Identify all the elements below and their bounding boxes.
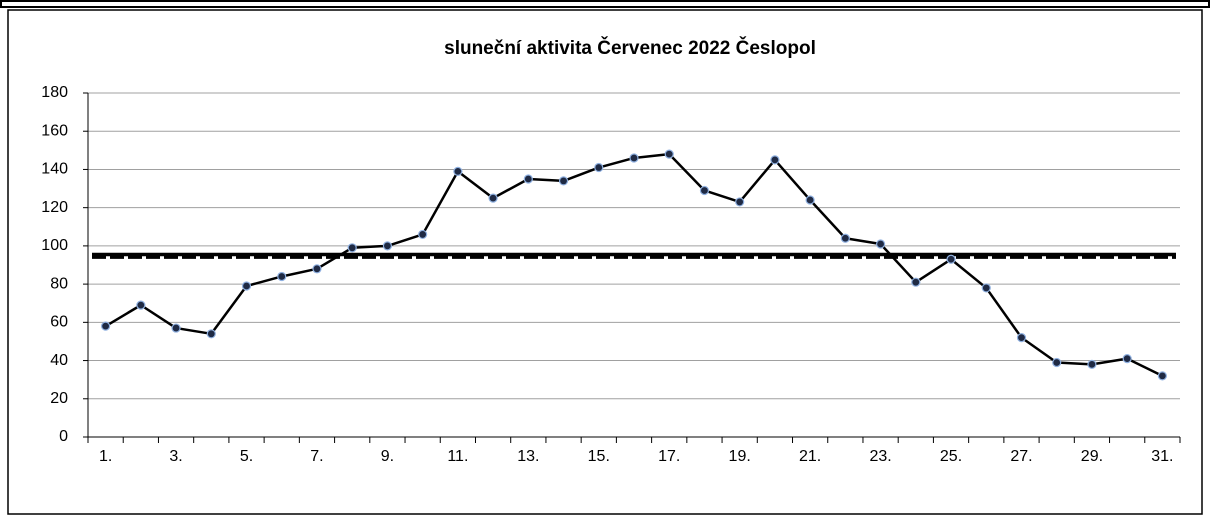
x-tick-label: 17.: [658, 448, 680, 465]
y-tick-label: 40: [50, 352, 68, 369]
chart-title: sluneční aktivita Červenec 2022 Česlopol: [444, 37, 816, 59]
data-point: [101, 321, 111, 331]
data-point: [911, 277, 921, 287]
y-tick-label: 160: [41, 122, 68, 139]
data-point: [136, 300, 146, 310]
data-point: [488, 193, 498, 203]
x-tick-label: 27.: [1010, 448, 1032, 465]
data-point: [1016, 333, 1027, 343]
x-tick-label: 11.: [447, 448, 468, 465]
y-tick-label: 100: [41, 237, 68, 254]
data-point: [946, 254, 956, 264]
y-tick-label: 60: [50, 314, 68, 331]
y-tick-label: 120: [41, 199, 68, 216]
top-frame: [0, 0, 1210, 8]
x-tick-label: 23.: [869, 448, 891, 465]
data-point: [805, 195, 815, 205]
chart-frame: [7, 9, 1203, 515]
data-point: [206, 329, 216, 339]
data-point: [558, 176, 569, 186]
x-tick-label: 15.: [588, 448, 610, 465]
data-point: [840, 233, 850, 243]
x-tick-label: 9.: [381, 448, 394, 465]
data-point: [594, 162, 604, 173]
data-point: [241, 281, 252, 291]
data-point: [770, 155, 780, 165]
x-tick-label: 31.: [1151, 448, 1173, 465]
x-tick-label: 21.: [799, 448, 821, 465]
data-point: [664, 149, 674, 159]
data-point: [418, 229, 428, 240]
data-point: [629, 153, 639, 163]
data-point: [347, 243, 357, 253]
data-point: [1122, 354, 1132, 364]
data-point: [981, 283, 991, 293]
data-point: [171, 323, 181, 333]
data-point: [875, 239, 886, 249]
data-point: [453, 166, 463, 176]
x-tick-label: 25.: [940, 448, 962, 465]
x-tick-label: 1.: [99, 448, 112, 465]
x-tick-label: 5.: [240, 448, 253, 465]
x-tick-label: 13.: [517, 448, 539, 465]
data-point: [1157, 371, 1167, 381]
data-point: [277, 271, 287, 282]
data-point: [1087, 359, 1097, 369]
y-tick-label: 80: [50, 275, 68, 292]
data-point: [523, 174, 533, 184]
x-tick-label: 3.: [169, 448, 182, 465]
y-tick-label: 0: [59, 428, 68, 445]
x-tick-label: 29.: [1081, 448, 1103, 465]
x-tick-label: 19.: [729, 448, 751, 465]
y-tick-label: 140: [41, 161, 68, 178]
data-point: [312, 264, 322, 274]
data-point: [735, 197, 745, 207]
data-point: [699, 185, 710, 196]
data-point: [1052, 357, 1062, 368]
x-tick-label: 7.: [310, 448, 323, 465]
data-point: [382, 241, 393, 251]
y-tick-label: 20: [50, 390, 68, 407]
y-tick-label: 180: [41, 84, 68, 101]
